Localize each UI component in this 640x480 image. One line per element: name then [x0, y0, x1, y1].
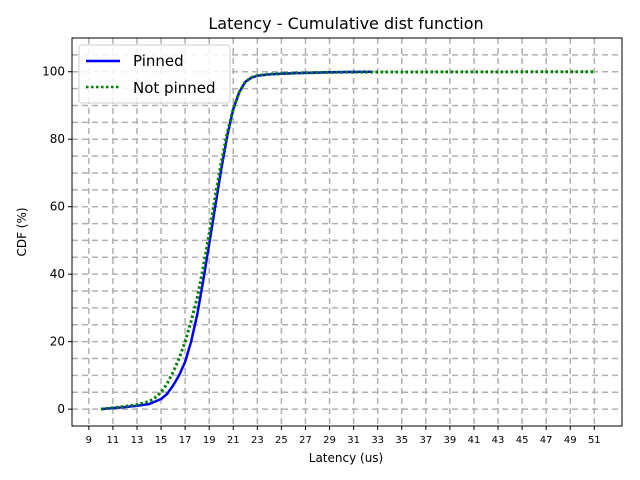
legend: Pinned Not pinned	[78, 44, 231, 104]
x-tick-label: 9	[86, 435, 92, 446]
x-tick-label: 45	[516, 435, 529, 446]
x-tick-label: 37	[419, 435, 432, 446]
x-tick-label: 17	[179, 435, 192, 446]
x-tick-label: 41	[468, 435, 481, 446]
y-tick-label: 80	[50, 132, 65, 146]
x-tick-label: 31	[347, 435, 360, 446]
y-axis-ticks: 0 20 40 60 80 100	[42, 65, 72, 416]
x-tick-label: 21	[227, 435, 240, 446]
x-tick-label: 51	[588, 435, 601, 446]
x-tick-label: 39	[444, 435, 457, 446]
legend-box	[78, 44, 231, 104]
y-tick-label: 20	[50, 335, 65, 349]
legend-label-pinned: Pinned	[133, 52, 184, 70]
y-axis-label: CDF (%)	[15, 207, 29, 256]
y-tick-label: 60	[50, 200, 65, 214]
x-tick-label: 47	[540, 435, 553, 446]
series-line-not-pinned	[100, 70, 595, 411]
x-tick-label: 11	[107, 435, 120, 446]
x-axis-ticks: 9 11 13 15 17 19 21 23 25 27 29 31 33 35 37 39 41 43 45 47 4…	[86, 426, 601, 446]
x-tick-label: 25	[275, 435, 288, 446]
x-tick-label: 23	[251, 435, 264, 446]
x-tick-label: 13	[131, 435, 144, 446]
y-tick-label: 40	[50, 267, 65, 281]
x-tick-label: 19	[203, 435, 216, 446]
x-tick-label: 49	[564, 435, 577, 446]
legend-label-not-pinned: Not pinned	[133, 79, 216, 97]
plot-frame	[71, 37, 623, 427]
x-tick-label: 29	[323, 435, 336, 446]
chart-title: Latency - Cumulative dist function	[208, 14, 483, 33]
x-tick-label: 35	[395, 435, 408, 446]
y-tick-label: 0	[57, 402, 65, 416]
x-axis-label: Latency (us)	[309, 451, 383, 465]
x-tick-label: 27	[299, 435, 312, 446]
x-tick-label: 43	[492, 435, 505, 446]
x-tick-label: 15	[155, 435, 168, 446]
x-tick-label: 33	[371, 435, 384, 446]
series-lines	[100, 70, 595, 411]
y-tick-label: 100	[42, 65, 65, 79]
